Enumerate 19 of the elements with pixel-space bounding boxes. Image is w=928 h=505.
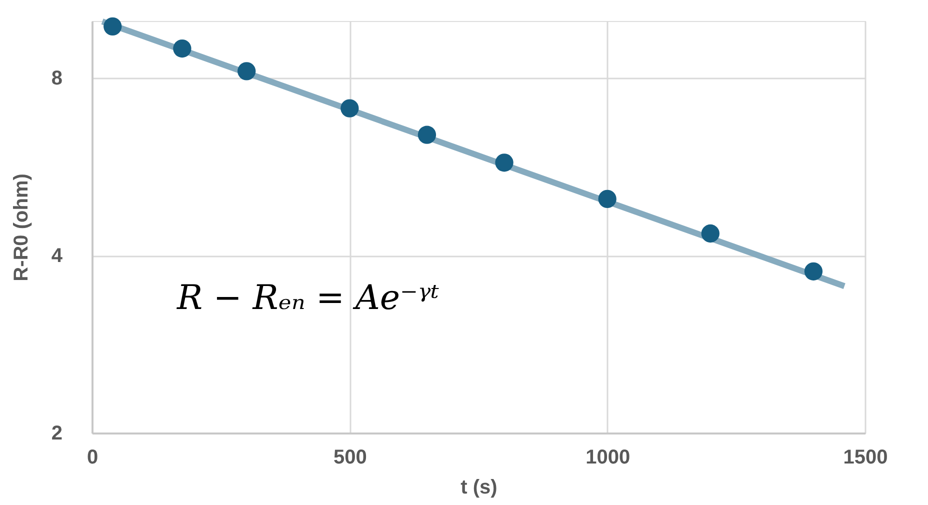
point xyxy=(104,17,122,36)
x-tick-label: 1000 xyxy=(586,446,630,468)
x-axis-title: t (s) xyxy=(460,476,498,498)
annotation: R − Rₑₙ = Ae⁻ᵞᵗ xyxy=(176,278,440,318)
point xyxy=(238,62,256,80)
point xyxy=(418,126,436,144)
point xyxy=(804,262,823,280)
point xyxy=(701,224,720,243)
point xyxy=(598,190,616,208)
point xyxy=(173,39,192,58)
y-tick-label: 8 xyxy=(51,68,62,90)
x-tick-label: 0 xyxy=(86,446,98,468)
x-tick-label: 1500 xyxy=(843,446,888,468)
y-tick-label: 2 xyxy=(51,422,62,444)
point xyxy=(495,154,514,172)
point xyxy=(340,99,359,118)
x-tick-label: 500 xyxy=(333,446,367,468)
y-tick-label: 4 xyxy=(51,245,64,268)
y-axis-title: R-R0 (ohm) xyxy=(10,174,32,282)
